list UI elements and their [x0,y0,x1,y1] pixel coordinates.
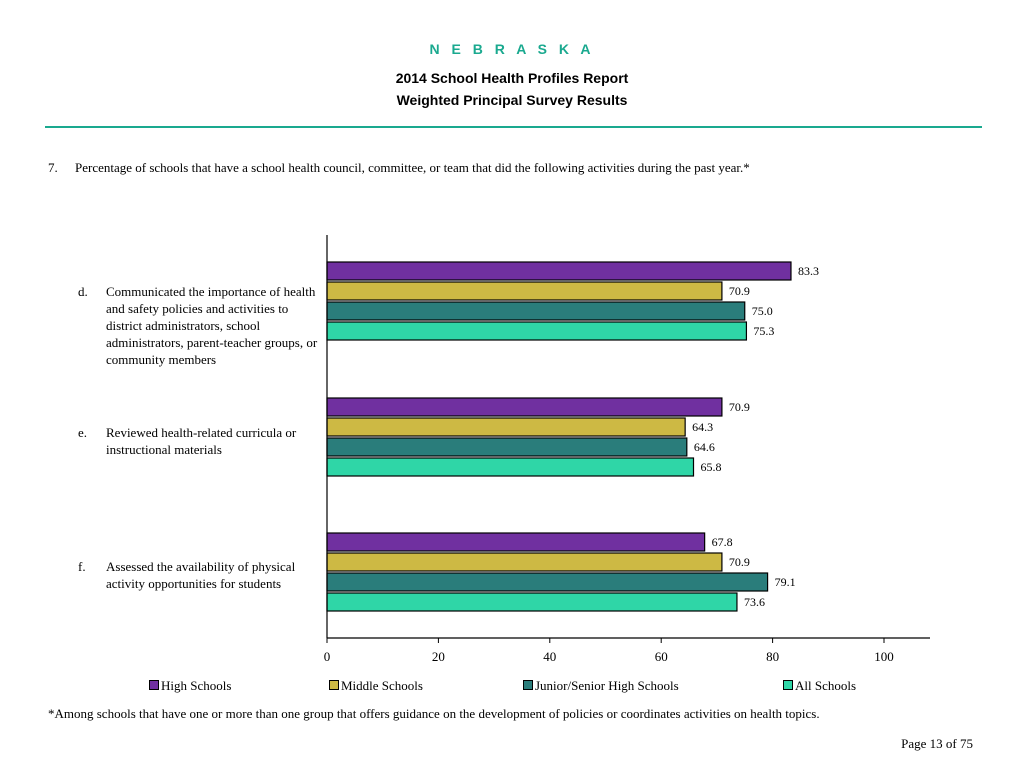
data-label-d-all-schools: 75.3 [753,324,774,338]
bar-chart: 83.370.975.075.370.964.364.665.867.870.9… [324,235,930,664]
category-label-e: e. Reviewed health-related curricula or … [78,424,323,458]
data-label-e-high-schools: 70.9 [729,400,750,414]
legend-swatch-high-schools [149,680,159,690]
legend-swatch-all-schools [783,680,793,690]
bar-d-high-schools [326,261,792,281]
category-letter-f: f. [78,559,86,574]
chart-legend: High Schools Middle Schools Junior/Senio… [0,678,1024,696]
data-label-f-all-schools: 73.6 [744,595,765,609]
x-tick-label-0: 0 [324,649,331,664]
header-divider [45,126,982,128]
legend-label-high-schools: High Schools [161,678,232,693]
category-label-d: d. Communicated the importance of health… [78,283,323,368]
bar-e-junior-senior-high-schools [326,437,688,457]
bar-f-middle-schools [326,552,723,572]
x-tick-label-60: 60 [655,649,668,664]
data-label-f-middle-schools: 70.9 [729,555,750,569]
state-name: N E B R A S K A [429,41,595,57]
category-letter-e: e. [78,425,88,440]
bar-e-middle-schools [326,417,686,437]
category-letter-d: d. [78,284,88,299]
page-number: Page 13 of 75 [901,736,973,751]
legend-label-middle-schools: Middle Schools [341,678,423,693]
data-label-f-junior-senior-high-schools: 79.1 [775,575,796,589]
bar-d-middle-schools [326,281,723,301]
data-label-e-middle-schools: 64.3 [692,420,713,434]
category-text-d: Communicated the importance of health an… [106,284,318,367]
bar-f-high-schools [326,532,706,552]
legend-label-all-schools: All Schools [795,678,857,693]
legend-item-all-schools: All Schools [783,678,856,694]
footnote: *Among schools that have one or more tha… [48,706,820,721]
x-tick-label-40: 40 [543,649,556,664]
category-text-f: Assessed the availability of physical ac… [106,559,296,591]
data-label-d-middle-schools: 70.9 [729,284,750,298]
report-subtitle: Weighted Principal Survey Results [396,92,628,108]
bar-e-all-schools [326,457,695,477]
category-label-f: f. Assessed the availability of physical… [78,558,323,592]
data-label-f-high-schools: 67.8 [712,535,733,549]
bar-e-high-schools [326,397,723,417]
legend-item-high-schools: High Schools [149,678,231,694]
data-label-e-all-schools: 65.8 [701,460,722,474]
legend-item-middle-schools: Middle Schools [329,678,423,694]
category-text-e: Reviewed health-related curricula or ins… [106,425,297,457]
legend-swatch-middle-schools [329,680,339,690]
data-label-e-junior-senior-high-schools: 64.6 [694,440,715,454]
bar-f-all-schools [326,592,738,612]
question: 7. Percentage of schools that have a scho… [48,160,988,176]
bar-d-junior-senior-high-schools [326,301,746,321]
data-label-d-high-schools: 83.3 [798,264,819,278]
question-text: Percentage of schools that have a school… [75,160,750,175]
legend-label-junior-senior-high-schools: Junior/Senior High Schools [535,678,679,693]
question-number: 7. [48,160,58,175]
legend-swatch-junior-senior-high-schools [523,680,533,690]
x-tick-label-20: 20 [432,649,445,664]
data-label-d-junior-senior-high-schools: 75.0 [752,304,773,318]
bar-f-junior-senior-high-schools [326,572,769,592]
bar-d-all-schools [326,321,748,341]
x-tick-label-80: 80 [766,649,779,664]
legend-item-junior-senior-high-schools: Junior/Senior High Schools [523,678,679,694]
report-title: 2014 School Health Profiles Report [395,70,629,86]
x-tick-label-100: 100 [874,649,894,664]
